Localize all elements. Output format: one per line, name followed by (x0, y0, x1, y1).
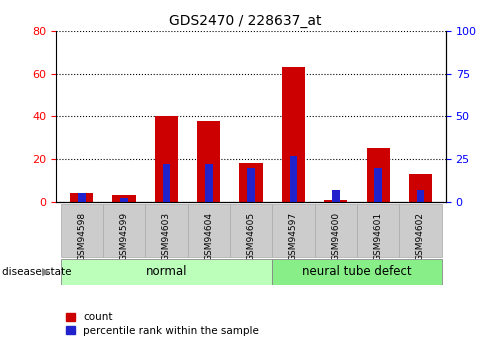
Bar (112, 195, 136, 202)
Bar (240, 164, 263, 202)
Text: GSM94597: GSM94597 (289, 211, 298, 261)
Bar (357, 204, 399, 257)
Bar (70, 193, 94, 202)
Bar (61, 259, 272, 285)
Text: GSM94598: GSM94598 (77, 211, 86, 261)
Text: disease state: disease state (2, 267, 72, 277)
Bar (282, 67, 305, 202)
Bar (416, 190, 424, 202)
Text: GSM94600: GSM94600 (331, 211, 341, 261)
Bar (78, 193, 86, 202)
Bar (272, 259, 441, 285)
Text: normal: normal (146, 265, 187, 278)
Text: GSM94604: GSM94604 (204, 211, 213, 260)
Text: GSM94603: GSM94603 (162, 211, 171, 261)
Bar (163, 164, 170, 202)
Legend: count, percentile rank within the sample: count, percentile rank within the sample (62, 308, 264, 340)
Bar (290, 156, 297, 202)
Text: GDS2470 / 228637_at: GDS2470 / 228637_at (169, 14, 321, 28)
Text: GSM94599: GSM94599 (120, 211, 128, 261)
Bar (145, 204, 188, 257)
Bar (197, 121, 220, 202)
Bar (103, 204, 145, 257)
Bar (188, 204, 230, 257)
Bar (120, 198, 128, 202)
Bar (399, 204, 441, 257)
Bar (315, 204, 357, 257)
Bar (247, 168, 255, 202)
Bar (61, 204, 103, 257)
Bar (332, 190, 340, 202)
Bar (155, 117, 178, 202)
Bar (324, 200, 347, 202)
Bar (409, 174, 432, 202)
Text: GSM94602: GSM94602 (416, 211, 425, 260)
Bar (205, 164, 213, 202)
Bar (230, 204, 272, 257)
Bar (367, 148, 390, 202)
Text: neural tube defect: neural tube defect (302, 265, 412, 278)
Bar (374, 168, 382, 202)
Text: GSM94601: GSM94601 (374, 211, 383, 261)
Text: GSM94605: GSM94605 (246, 211, 256, 261)
Bar (272, 204, 315, 257)
Text: ▶: ▶ (42, 267, 51, 277)
